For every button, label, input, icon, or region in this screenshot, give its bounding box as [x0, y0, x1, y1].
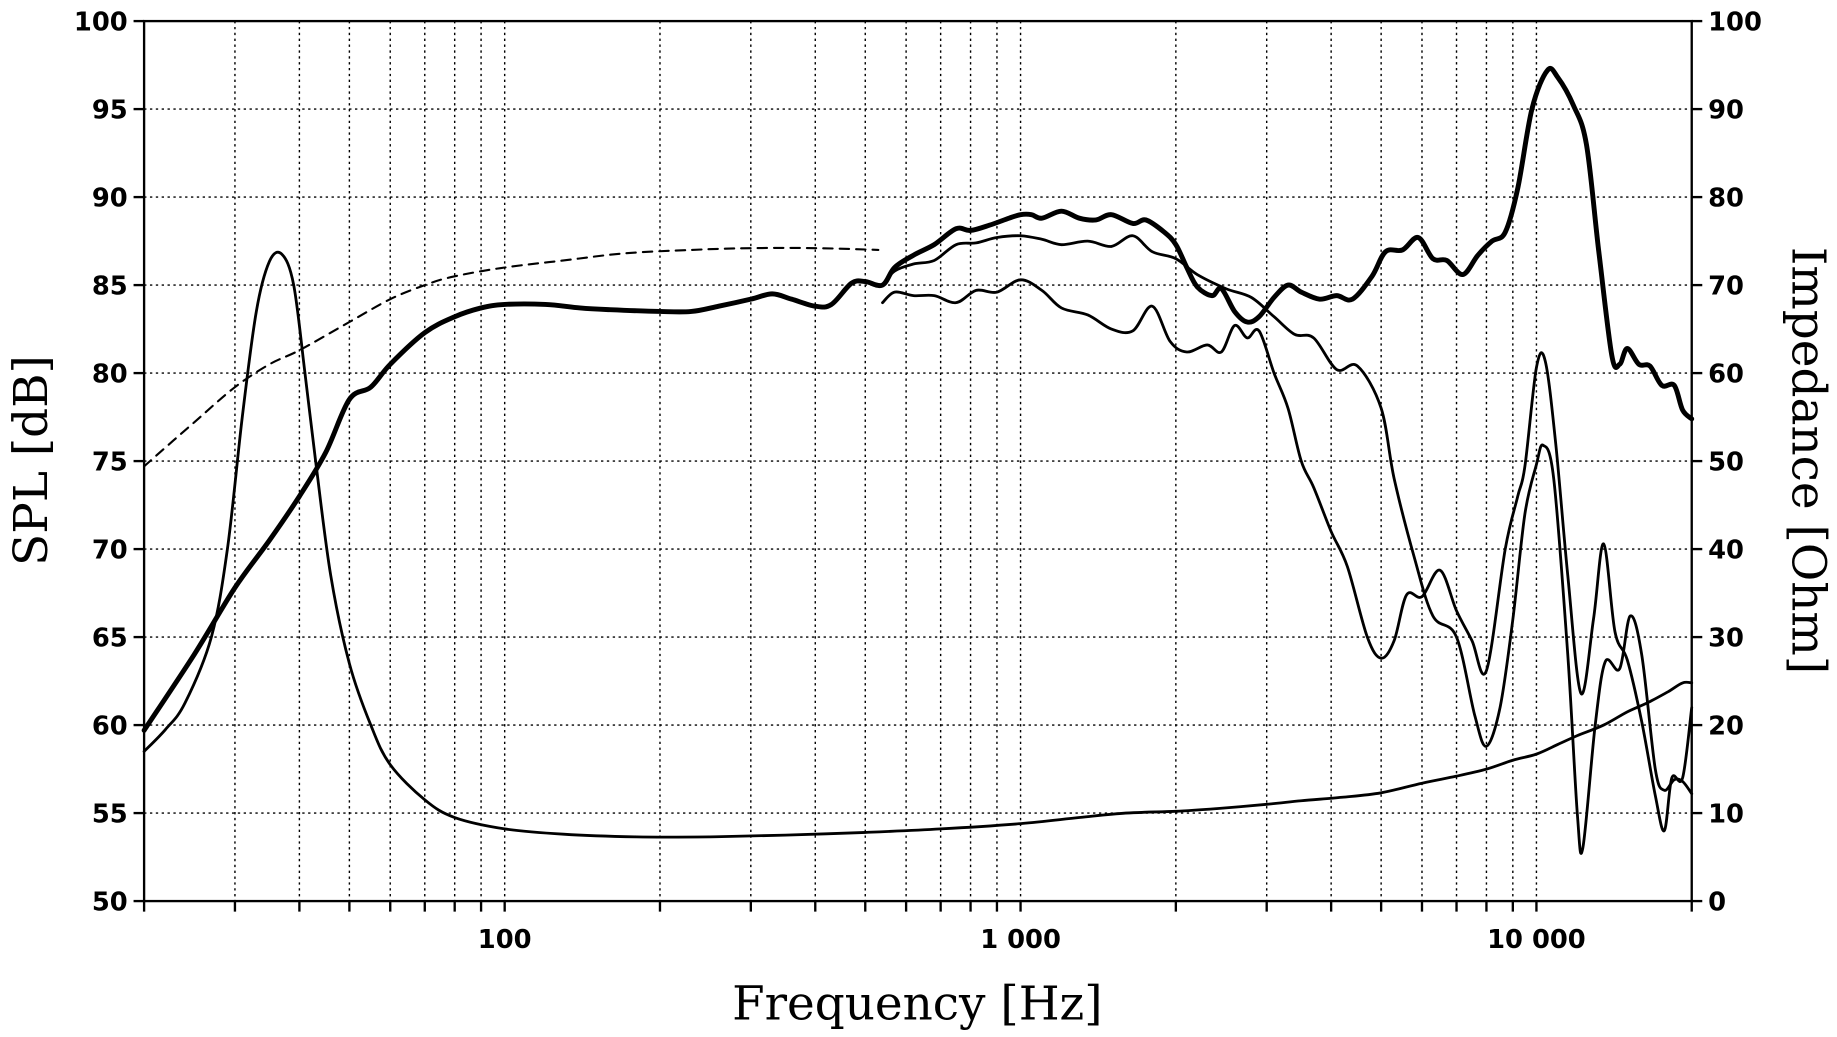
y-left-tick-label: 80: [92, 359, 128, 389]
y-right-tick-label: 30: [1708, 623, 1744, 653]
y-left-tick-label: 60: [92, 711, 128, 741]
x-tick-label: 100: [478, 925, 532, 955]
y-right-tick-label: 20: [1708, 711, 1744, 741]
y-left-tick-labels: 100 95 90 85 80 75 70 65 60 55 50: [74, 7, 128, 917]
y-left-tick-label: 100: [74, 7, 128, 37]
series-curve-4: [143, 246, 880, 468]
series-curve-2: [881, 278, 1694, 833]
curves: [141, 66, 1695, 855]
y-right-tick-label: 80: [1708, 183, 1744, 213]
y-right-tick-label: 100: [1708, 7, 1762, 37]
x-tick-labels: 100 1 000 10 000: [478, 925, 1586, 955]
axis-ticks: [133, 19, 1703, 912]
y-right-tick-label: 60: [1708, 359, 1744, 389]
y-right-tick-label: 90: [1708, 95, 1744, 125]
grid-lines: [144, 21, 1692, 902]
y-right-axis-title: Impedance [Ohm]: [1780, 247, 1834, 674]
y-left-tick-label: 90: [92, 183, 128, 213]
y-left-tick-label: 95: [92, 95, 128, 125]
series-curve-1: [881, 234, 1694, 855]
y-right-tick-label: 40: [1708, 535, 1744, 565]
y-left-axis-title: SPL [dB]: [5, 355, 59, 566]
series-curve-0: [141, 66, 1695, 733]
x-tick-label: 1 000: [980, 925, 1061, 955]
x-tick-label: 10 000: [1487, 925, 1586, 955]
y-right-tick-label: 70: [1708, 271, 1744, 301]
y-right-tick-label: 0: [1708, 887, 1726, 917]
plot-frame: [142, 19, 1693, 903]
x-axis-title: Frequency [Hz]: [732, 977, 1102, 1031]
y-left-tick-label: 70: [92, 535, 128, 565]
y-right-tick-label: 50: [1708, 447, 1744, 477]
y-left-tick-label: 55: [92, 799, 128, 829]
y-right-tick-label: 10: [1708, 799, 1744, 829]
y-left-tick-label: 50: [92, 887, 128, 917]
y-left-tick-label: 85: [92, 271, 128, 301]
series-curve-3: [142, 250, 1694, 839]
y-left-tick-label: 65: [92, 623, 128, 653]
y-left-tick-label: 75: [92, 447, 128, 477]
